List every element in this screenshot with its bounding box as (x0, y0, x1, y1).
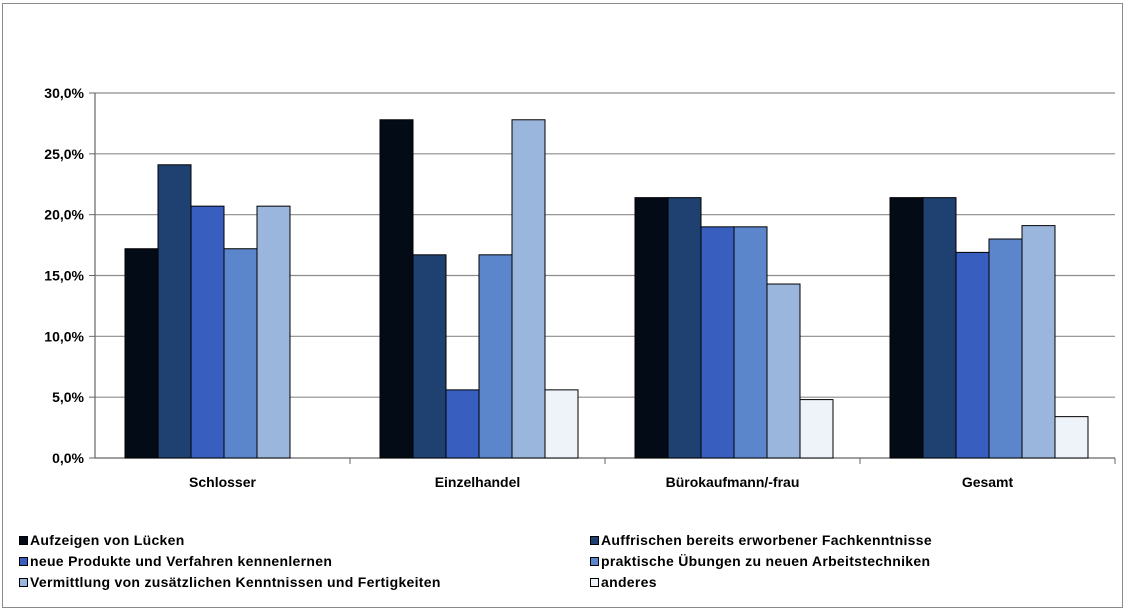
y-tick-label: 15,0% (44, 268, 84, 284)
legend-swatch (19, 577, 28, 587)
bar (1021, 225, 1056, 459)
bar (799, 399, 834, 459)
bar (988, 238, 1023, 459)
bar (1054, 416, 1089, 459)
y-tick-label: 25,0% (44, 146, 84, 162)
bar (445, 389, 480, 459)
bar (412, 254, 447, 459)
x-tick-label: Einzelhandel (435, 474, 521, 490)
legend-swatch (19, 535, 28, 545)
y-tick-label: 10,0% (44, 328, 84, 344)
bar (511, 119, 546, 459)
bar (955, 251, 990, 459)
bar (634, 197, 669, 459)
bar (478, 254, 513, 459)
y-tick-label: 5,0% (52, 389, 84, 405)
x-tick-label: Schlosser (189, 474, 256, 490)
legend-label: Aufzeigen von Lücken (30, 532, 185, 548)
legend-label: anderes (601, 574, 657, 590)
y-tick-label: 20,0% (44, 207, 84, 223)
legend-item: anderes (590, 574, 657, 590)
legend-label: Auffrischen bereits erworbener Fachkennt… (601, 532, 932, 548)
legend-swatch (590, 556, 599, 566)
legend-label: praktische Übungen zu neuen Arbeitstechn… (601, 553, 931, 569)
bar (190, 205, 225, 459)
x-tick-label: Bürokaufmann/-frau (666, 474, 800, 490)
chart-frame: 0,0% 5,0% 10,0% 15,0% 20,0% 25,0% 30,0% Schloss… (2, 3, 1123, 608)
legend-swatch (590, 535, 599, 545)
bar (544, 389, 579, 459)
x-tick-label: Gesamt (962, 474, 1014, 490)
bar (124, 248, 159, 459)
legend-item: Aufzeigen von Lücken (19, 532, 185, 548)
bar (766, 283, 801, 459)
bar-chart: 0,0% 5,0% 10,0% 15,0% 20,0% 25,0% 30,0% Schloss… (44, 85, 1116, 490)
legend-label: neue Produkte und Verfahren kennenlernen (30, 553, 333, 569)
bar (667, 197, 702, 459)
bar (256, 205, 291, 459)
legend-item: Vermittlung von zusätzlichen Kenntnissen… (19, 574, 441, 590)
bar (733, 226, 768, 459)
bar (922, 197, 957, 459)
legend-swatch (19, 556, 28, 566)
y-tick-label: 30,0% (44, 85, 84, 101)
y-tick-label: 0,0% (52, 450, 84, 466)
legend-label: Vermittlung von zusätzlichen Kenntnissen… (30, 574, 441, 590)
bar (157, 164, 192, 459)
bar (379, 119, 414, 459)
legend-swatch (590, 577, 599, 587)
legend-item: praktische Übungen zu neuen Arbeitstechn… (590, 553, 930, 569)
bar (700, 226, 735, 459)
bar (223, 248, 258, 459)
bar (889, 197, 924, 459)
legend-item: neue Produkte und Verfahren kennenlernen (19, 553, 332, 569)
legend-item: Auffrischen bereits erworbener Fachkennt… (590, 532, 932, 548)
